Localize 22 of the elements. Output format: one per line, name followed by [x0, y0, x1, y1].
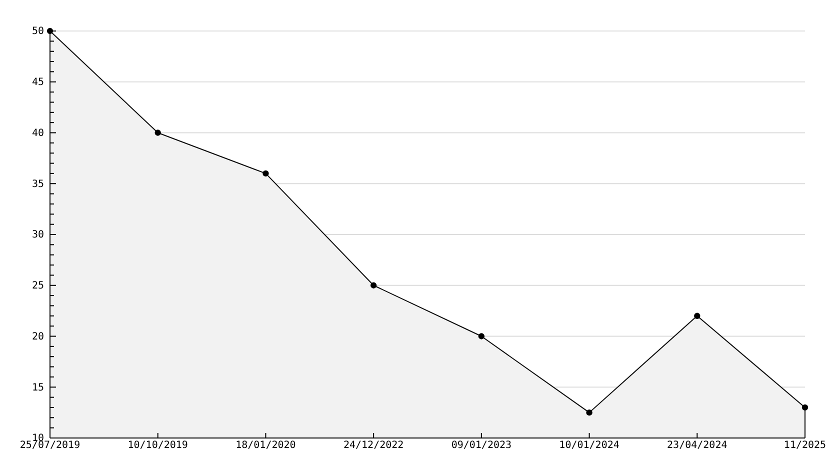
- y-tick-label: 15: [32, 382, 44, 394]
- y-tick-label: 20: [32, 331, 44, 342]
- x-tick-label: 24/12/2022: [343, 440, 404, 452]
- x-tick-label: 11/2025: [784, 440, 826, 452]
- point: [694, 312, 700, 319]
- point: [370, 282, 377, 288]
- x-tick-label: 10/01/2024: [559, 440, 620, 452]
- point: [586, 409, 592, 416]
- y-tick-label: 40: [32, 128, 44, 139]
- y-tick-label: 45: [32, 77, 44, 88]
- x-tick-label: 18/01/2020: [236, 440, 296, 452]
- x-tick-label: 10/10/2019: [128, 440, 188, 452]
- point: [478, 333, 485, 340]
- y-tick-label: 50: [32, 26, 44, 38]
- point: [802, 404, 808, 411]
- point: [154, 130, 161, 136]
- x-tick-label: 23/04/2024: [667, 440, 728, 452]
- y-tick-label: 30: [32, 230, 44, 241]
- point: [262, 170, 269, 177]
- y-tick-label: 35: [32, 178, 44, 190]
- y-tick-label: 25: [32, 280, 44, 292]
- x-tick-label: 09/01/2023: [451, 440, 512, 452]
